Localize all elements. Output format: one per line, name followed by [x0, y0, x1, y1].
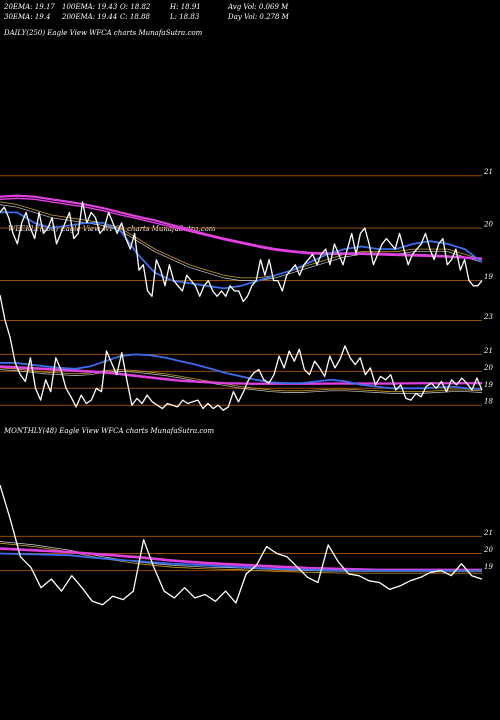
daily-price-line [0, 201, 483, 303]
high-label: H: 18.91 [170, 3, 201, 11]
weekly-tick-label-19: 19 [484, 381, 493, 389]
ema100-label: 100EMA: 19.43 [62, 3, 118, 11]
low-label: L: 18.83 [170, 13, 200, 21]
weekly-tick-label-21: 21 [483, 347, 493, 355]
monthly-tick-label-21: 21 [483, 529, 493, 537]
daily-tick-label-19: 19 [484, 273, 493, 281]
ema30-label: 30EMA: 19.4 [4, 13, 51, 21]
weekly-price-line [0, 294, 483, 411]
monthly-ema-short-line [0, 552, 482, 572]
daily-ema-long_a-line [0, 194, 483, 260]
weekly-panel-title: WEEKLY(250) Eagle View WFCA charts Munaf… [8, 225, 216, 233]
weekly-ema-long_a-line [0, 365, 482, 385]
close-label: C: 18.88 [120, 13, 150, 21]
ema200-label: 200EMA: 19.44 [62, 13, 118, 21]
monthly-panel-title: MONTHLY(48) Eagle View WFCA charts Munaf… [4, 427, 215, 435]
weekly-ma-thin2-line [0, 369, 483, 394]
monthly-price-line [0, 484, 483, 606]
day-vol-label: Day Vol: 0.278 M [228, 13, 289, 21]
ema20-label: 20EMA: 19.17 [4, 3, 55, 11]
daily-ema-short-line [0, 211, 483, 290]
open-label: O: 18.82 [120, 3, 151, 11]
monthly-tick-label-20: 20 [483, 546, 493, 554]
weekly-tick-label-23: 23 [483, 313, 493, 321]
avg-vol-label: Avg Vol: 0.069 M [228, 3, 289, 11]
weekly-tick-label-18: 18 [484, 398, 493, 406]
daily-tick-label-21: 21 [483, 168, 493, 176]
weekly-ma-thin-line [0, 367, 483, 393]
daily-panel-title: DAILY(250) Eagle View WFCA charts Munafa… [4, 29, 203, 37]
weekly-tick-label-20: 20 [483, 364, 493, 372]
daily-ma-thin-line [0, 201, 483, 279]
monthly-tick-label-19: 19 [484, 563, 493, 571]
daily-tick-label-20: 20 [483, 221, 493, 229]
